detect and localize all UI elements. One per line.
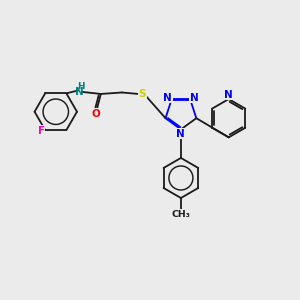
- Text: N: N: [164, 93, 172, 103]
- Text: N: N: [190, 93, 198, 103]
- Text: F: F: [38, 126, 45, 136]
- Text: N: N: [176, 129, 185, 139]
- Text: N: N: [75, 88, 83, 98]
- Text: N: N: [224, 90, 233, 100]
- Text: H: H: [77, 82, 85, 91]
- Text: S: S: [139, 89, 146, 99]
- Text: CH₃: CH₃: [172, 210, 190, 219]
- Text: O: O: [92, 109, 100, 119]
